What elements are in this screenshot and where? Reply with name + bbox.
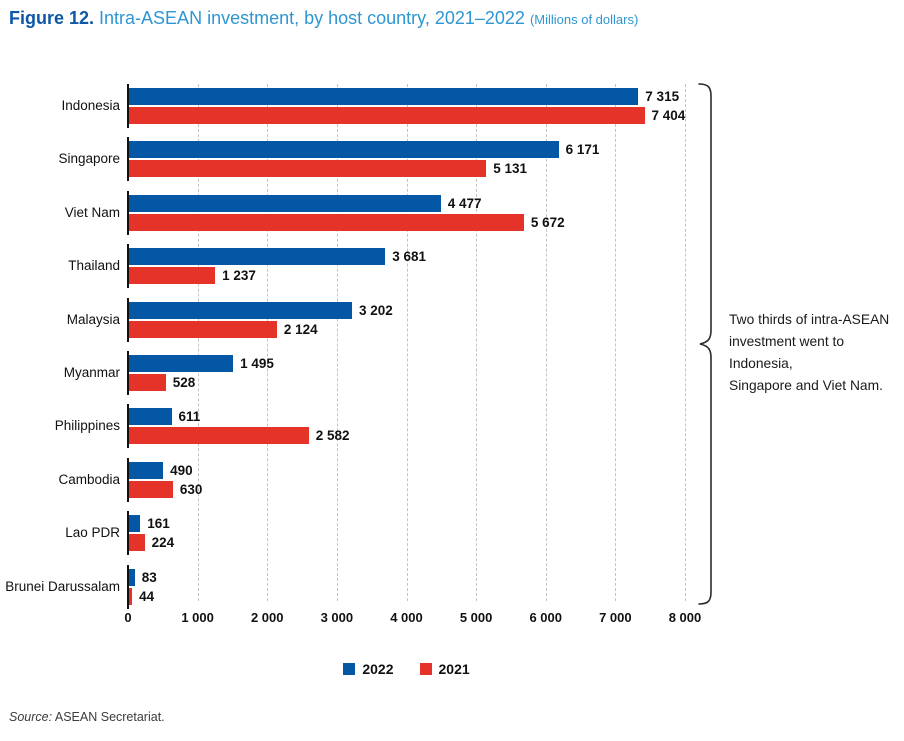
gridline-6000 bbox=[545, 84, 547, 601]
x-axis-tick-8000: 8 000 bbox=[668, 610, 702, 625]
bar-2021-viet-nam bbox=[129, 213, 524, 231]
value-label-2022-philippines: 611 bbox=[178, 409, 201, 425]
value-label-2021-viet-nam: 5 672 bbox=[530, 214, 565, 230]
axis-tick-segment bbox=[127, 244, 129, 289]
bar-2022-myanmar bbox=[129, 355, 234, 372]
category-label-thailand: Thailand bbox=[68, 258, 120, 274]
annotation-line: Two thirds of intra-ASEAN bbox=[729, 312, 890, 327]
category-label-cambodia: Cambodia bbox=[58, 471, 120, 487]
value-label-2022-singapore: 6 171 bbox=[565, 142, 600, 158]
source-note: Source: ASEAN Secretariat. bbox=[9, 710, 165, 724]
annotation-line: investment went to Indonesia, bbox=[729, 334, 845, 371]
chart-annotation: Two thirds of intra-ASEAN investment wen… bbox=[729, 309, 901, 397]
value-label-2022-cambodia: 490 bbox=[170, 462, 193, 478]
value-label-2021-singapore: 5 131 bbox=[493, 161, 528, 177]
axis-tick-segment bbox=[127, 190, 129, 235]
x-axis-tick-6000: 6 000 bbox=[529, 610, 563, 625]
gridline-1000 bbox=[197, 84, 199, 601]
value-label-2022-myanmar: 1 495 bbox=[240, 356, 274, 371]
figure-title-text: Intra-ASEAN investment, by host country,… bbox=[94, 8, 530, 28]
x-axis-tick-1000: 1 000 bbox=[181, 610, 214, 625]
gridline-2000 bbox=[267, 84, 269, 601]
value-label-2022-indonesia: 7 315 bbox=[645, 89, 680, 104]
bar-2021-malaysia bbox=[129, 320, 277, 338]
x-axis-tick-3000: 3 000 bbox=[320, 610, 354, 625]
value-label-2022-malaysia: 3 202 bbox=[358, 302, 393, 318]
bar-2021-brunei-darussalam bbox=[129, 587, 133, 605]
bar-2021-lao-pdr bbox=[129, 534, 145, 552]
grouping-bracket bbox=[698, 83, 712, 605]
figure-title: Figure 12. Intra-ASEAN investment, by ho… bbox=[9, 8, 638, 29]
legend-item-2021: 2021 bbox=[419, 661, 470, 677]
bar-2021-philippines bbox=[129, 427, 309, 445]
bar-2022-indonesia bbox=[129, 88, 639, 105]
category-label-philippines: Philippines bbox=[54, 418, 120, 434]
category-label-singapore: Singapore bbox=[58, 151, 120, 167]
value-label-2022-viet-nam: 4 477 bbox=[447, 195, 482, 211]
x-axis-tick-0: 0 bbox=[124, 610, 132, 625]
bar-2021-cambodia bbox=[129, 480, 173, 498]
axis-tick-segment bbox=[127, 511, 129, 556]
value-label-2021-indonesia: 7 404 bbox=[651, 108, 686, 123]
legend-label-2021: 2021 bbox=[438, 661, 470, 677]
axis-tick-segment bbox=[127, 84, 129, 128]
bar-2022-viet-nam bbox=[129, 194, 441, 212]
bar-2021-singapore bbox=[129, 160, 487, 178]
source-prefix: Source: bbox=[9, 710, 53, 724]
value-label-2021-lao-pdr: 224 bbox=[151, 535, 175, 551]
category-label-viet-nam: Viet Nam bbox=[64, 204, 120, 220]
legend-swatch-2022 bbox=[343, 663, 356, 675]
value-label-2021-cambodia: 630 bbox=[179, 481, 203, 497]
bar-2021-thailand bbox=[129, 267, 216, 285]
axis-tick-segment bbox=[127, 297, 129, 342]
value-label-2022-thailand: 3 681 bbox=[392, 249, 427, 265]
bar-2021-myanmar bbox=[129, 374, 166, 391]
bar-2022-philippines bbox=[129, 408, 172, 426]
figure-number: Figure 12. bbox=[9, 8, 95, 28]
chart-legend: 2022 2021 bbox=[128, 661, 685, 677]
gridline-7000 bbox=[615, 84, 617, 601]
figure-title-unit: (Millions of dollars) bbox=[529, 12, 639, 27]
x-axis-tick-4000: 4 000 bbox=[390, 610, 423, 625]
legend-swatch-2021 bbox=[419, 663, 432, 675]
x-axis-tick-5000: 5 000 bbox=[459, 610, 493, 625]
gridline-8000 bbox=[685, 84, 686, 601]
bar-2022-singapore bbox=[129, 141, 559, 159]
value-label-2022-lao-pdr: 161 bbox=[147, 516, 170, 532]
bar-2022-thailand bbox=[129, 248, 386, 266]
source-text: ASEAN Secretariat. bbox=[52, 710, 165, 724]
bar-2021-indonesia bbox=[129, 107, 645, 124]
axis-tick-segment bbox=[127, 404, 129, 449]
legend-item-2022: 2022 bbox=[343, 661, 394, 677]
category-label-brunei-darussalam: Brunei Darussalam bbox=[5, 578, 120, 594]
gridline-5000 bbox=[476, 84, 478, 601]
value-label-2022-brunei-darussalam: 83 bbox=[141, 569, 157, 585]
gridline-4000 bbox=[406, 84, 408, 601]
bar-2022-brunei-darussalam bbox=[129, 568, 135, 586]
axis-tick-segment bbox=[127, 137, 129, 182]
value-label-2021-malaysia: 2 124 bbox=[283, 321, 318, 337]
category-label-lao-pdr: Lao PDR bbox=[65, 525, 120, 541]
annotation-line: Singapore and Viet Nam. bbox=[729, 378, 883, 393]
value-label-2021-myanmar: 528 bbox=[172, 375, 196, 390]
bar-2022-malaysia bbox=[129, 301, 352, 319]
legend-label-2022: 2022 bbox=[362, 661, 394, 677]
bar-2022-lao-pdr bbox=[129, 515, 141, 533]
x-axis-tick-7000: 7 000 bbox=[599, 610, 632, 625]
gridline-3000 bbox=[336, 84, 338, 601]
value-label-2021-philippines: 2 582 bbox=[315, 428, 350, 444]
bar-2022-cambodia bbox=[129, 461, 164, 479]
category-label-indonesia: Indonesia bbox=[61, 98, 120, 113]
category-label-myanmar: Myanmar bbox=[63, 365, 120, 380]
category-label-malaysia: Malaysia bbox=[66, 311, 120, 327]
value-label-2021-brunei-darussalam: 44 bbox=[139, 588, 155, 604]
axis-tick-segment bbox=[127, 351, 129, 395]
x-axis-tick-2000: 2 000 bbox=[250, 610, 284, 625]
value-label-2021-thailand: 1 237 bbox=[222, 268, 256, 284]
axis-tick-segment bbox=[127, 564, 129, 609]
axis-tick-segment bbox=[127, 457, 129, 502]
